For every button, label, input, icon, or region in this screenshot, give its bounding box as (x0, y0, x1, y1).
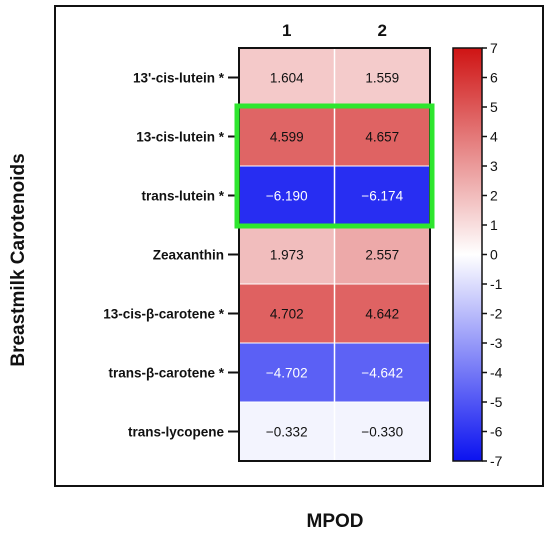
column-label: 2 (378, 21, 387, 40)
cell-value-label: 1.559 (365, 71, 399, 86)
y-axis-title: Breastmilk Carotenoids (8, 153, 29, 366)
heatmap-cell (239, 107, 335, 166)
colorbar-tick-label: -4 (490, 365, 503, 381)
heatmap-cell (239, 343, 335, 402)
heatmap-cell (239, 48, 335, 107)
heatmap-cell (239, 402, 335, 461)
colorbar-tick-label: -3 (490, 335, 503, 351)
cell-value-label: 4.657 (365, 130, 399, 145)
colorbar-tick-label: 6 (490, 70, 498, 86)
colorbar-gradient (452, 47, 483, 462)
colorbar: 7 6 5 4 3 2 1 0 -1 -2 -3 -4 -5 -6 -7 (452, 40, 503, 469)
highlight-box (234, 103, 435, 229)
colorbar-tick-label: -2 (490, 306, 503, 322)
colorbar-ticks: 7 6 5 4 3 2 1 0 -1 -2 -3 -4 -5 -6 -7 (482, 40, 503, 469)
cell-value-label: 4.702 (270, 307, 304, 322)
heatmap-cell (239, 166, 335, 225)
colorbar-tick-label: -1 (490, 276, 503, 292)
heatmap-cell (334, 48, 430, 107)
column-label: 1 (282, 21, 291, 40)
row-label: trans-β-carotene * (108, 366, 224, 381)
colorbar-tick-label: 5 (490, 99, 498, 115)
row-label: 13-cis-β-carotene * (103, 307, 225, 322)
colorbar-tick-label: 4 (490, 129, 498, 145)
colorbar-tick-label: -5 (490, 394, 503, 410)
outer-frame (54, 5, 544, 487)
heatmap-cell (334, 107, 430, 166)
cell-value-label: 4.642 (365, 307, 399, 322)
heatmap-cell (239, 225, 335, 284)
heatmap-cell (334, 166, 430, 225)
x-axis-title: MPOD (307, 511, 364, 532)
cell-value-label: −4.642 (361, 366, 403, 381)
cell-value-label: 4.599 (270, 130, 304, 145)
colorbar-tick-label: 2 (490, 188, 498, 204)
colorbar-tick-label: 3 (490, 158, 498, 174)
cell-value-label: −6.190 (266, 189, 308, 204)
cell-value-label: −0.332 (266, 425, 308, 440)
colorbar-tick-label: 1 (490, 217, 498, 233)
row-labels: 13'-cis-lutein * 13-cis-lutein * trans-lut… (103, 71, 238, 440)
colorbar-tick-label: -7 (490, 453, 503, 469)
row-label: trans-lutein * (141, 189, 224, 204)
row-label: trans-lycopene (128, 425, 225, 440)
cell-value-label: −0.330 (361, 425, 403, 440)
row-label: 13'-cis-lutein * (133, 71, 225, 86)
heatmap-cell (334, 402, 430, 461)
cell-value-label: 1.604 (270, 71, 304, 86)
heatmap-cell (334, 284, 430, 343)
cell-value-label: 1.973 (270, 248, 304, 263)
heatmap-cell (239, 284, 335, 343)
cell-value-label: −6.174 (361, 189, 403, 204)
cell-value-label: 2.557 (365, 248, 399, 263)
heatmap-cells: 1.604 1.559 4.599 4.657 −6.190 −6.174 1.973 2.5… (239, 48, 430, 461)
colorbar-tick-label: -6 (490, 424, 503, 440)
colorbar-tick-label: 0 (490, 247, 498, 263)
cell-value-label: −4.702 (266, 366, 308, 381)
heatmap-cell (334, 225, 430, 284)
heatmap-cell (334, 343, 430, 402)
row-label: 13-cis-lutein * (136, 130, 225, 145)
row-label: Zeaxanthin (153, 248, 224, 263)
colorbar-tick-label: 7 (490, 40, 498, 56)
heatmap-border (238, 47, 431, 462)
